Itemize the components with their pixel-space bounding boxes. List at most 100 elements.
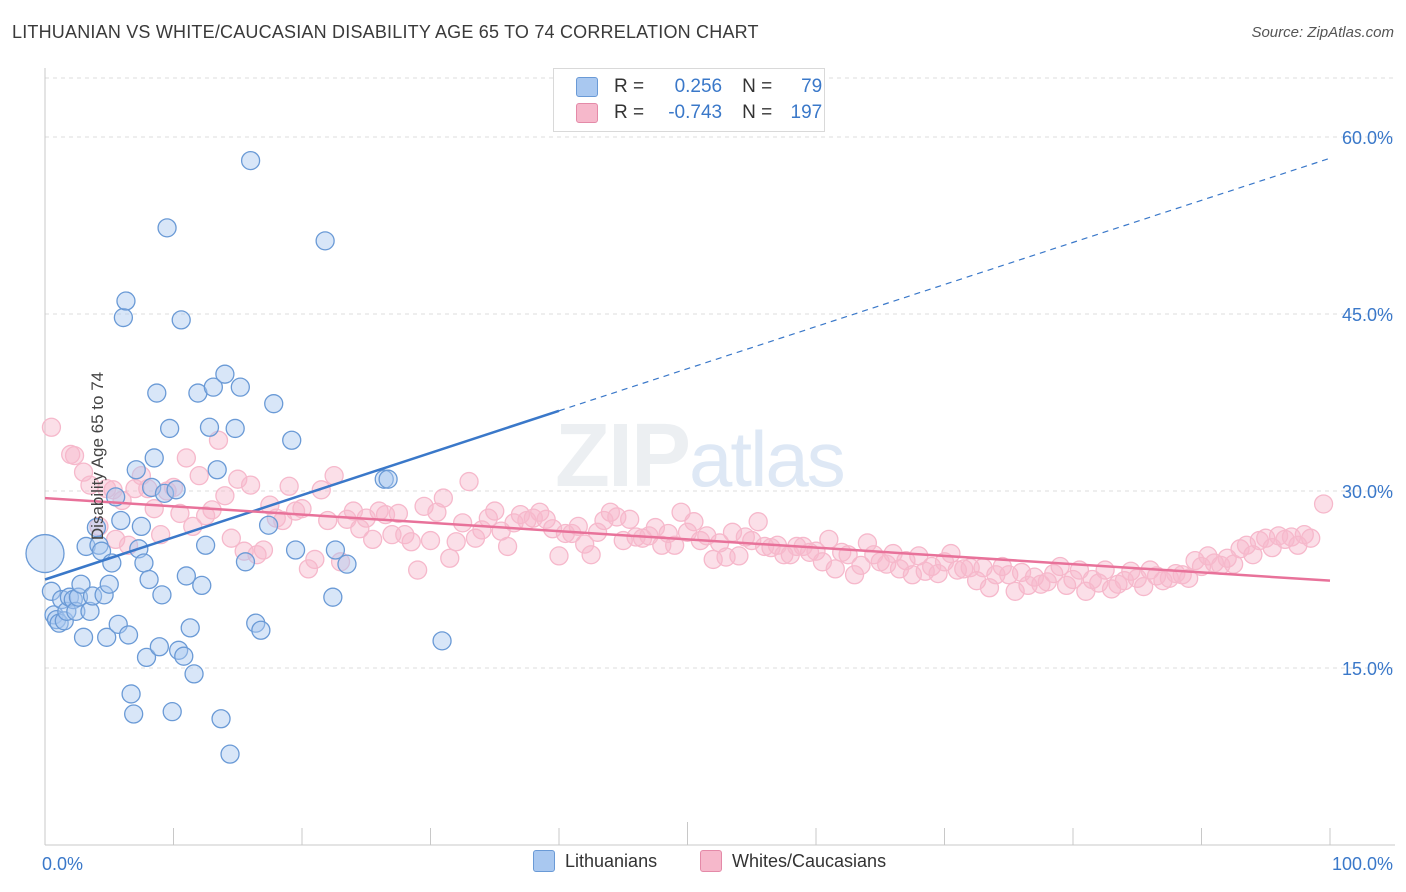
correlation-legend: R = 0.256 N = 79 R = -0.743 N = 197 — [553, 68, 825, 132]
point-lithuanians — [131, 516, 152, 537]
point-whites — [440, 548, 460, 568]
point-whites — [305, 549, 325, 570]
point-lithuanians — [323, 587, 343, 607]
point-lithuanians — [199, 417, 220, 437]
point-lithuanians — [71, 574, 91, 594]
point-lithuanians — [66, 601, 86, 622]
point-lithuanians — [147, 383, 167, 403]
point-lithuanians — [168, 640, 189, 660]
point-whites — [665, 535, 685, 555]
x-tick-label: 0.0% — [42, 854, 83, 874]
point-lithuanians — [192, 575, 212, 596]
point-whites — [1063, 569, 1083, 590]
point-whites — [221, 528, 241, 548]
y-tick-label: 45.0% — [1342, 305, 1393, 325]
bottom-legend-swatch-blue — [533, 850, 555, 872]
point-lithuanians — [111, 510, 131, 531]
bottom-legend-swatch-pink — [700, 850, 722, 872]
point-lithuanians — [157, 218, 177, 238]
point-lithuanians — [215, 364, 235, 384]
point-whites — [64, 445, 85, 466]
point-lithuanians — [152, 585, 172, 605]
point-whites — [1134, 576, 1154, 597]
point-lithuanians — [134, 553, 154, 573]
point-whites — [452, 513, 473, 533]
trendline-lithuanians-projection — [558, 157, 1331, 412]
point-whites — [1313, 494, 1334, 514]
point-whites — [941, 543, 961, 564]
point-lithuanians — [282, 430, 302, 450]
point-whites — [253, 540, 274, 560]
y-tick-label: 60.0% — [1342, 128, 1393, 148]
legend-n-label: N = — [742, 102, 773, 123]
trendline-lithuanians — [44, 409, 560, 581]
point-whites — [279, 476, 299, 496]
legend-swatch-pink — [576, 103, 598, 123]
point-whites — [427, 502, 447, 522]
point-whites — [575, 534, 595, 554]
point-lithuanians — [116, 291, 136, 311]
y-axis-label: Disability Age 65 to 74 — [88, 371, 108, 541]
legend-swatch-blue — [576, 77, 598, 97]
point-lithuanians — [195, 535, 216, 555]
point-lithuanians — [432, 631, 452, 651]
point-lithuanians — [315, 231, 335, 251]
legend-r-label: R = — [614, 76, 645, 97]
point-lithuanians — [80, 601, 100, 622]
zipatlas-watermark: ZIPatlas — [555, 405, 846, 508]
point-lithuanians — [207, 460, 227, 480]
point-lithuanians — [240, 150, 261, 171]
watermark-atlas: atlas — [689, 415, 846, 503]
point-whites — [825, 559, 845, 579]
point-whites — [363, 529, 383, 550]
point-lithuanians — [251, 620, 271, 640]
point-lithuanians — [99, 574, 119, 594]
trendline-whites — [44, 496, 1331, 582]
point-whites — [1243, 545, 1263, 565]
point-lithuanians — [325, 540, 346, 560]
point-lithuanians — [118, 625, 139, 645]
point-whites — [1179, 568, 1199, 588]
point-whites — [350, 519, 370, 539]
point-lithuanians — [149, 637, 170, 657]
point-whites — [844, 565, 865, 585]
point-lithuanians — [174, 646, 194, 666]
point-whites — [671, 502, 691, 522]
point-whites — [388, 503, 409, 524]
point-lithuanians — [139, 569, 159, 590]
point-whites — [215, 486, 235, 506]
y-tick-label: 15.0% — [1342, 659, 1393, 679]
point-whites — [401, 532, 421, 552]
point-lithuanians — [203, 377, 223, 397]
legend-row-whites: R = -0.743 N = 197 — [576, 101, 822, 125]
point-lithuanians — [41, 581, 62, 601]
point-whites — [620, 509, 640, 529]
point-lithuanians — [211, 709, 231, 729]
point-whites — [144, 499, 164, 519]
legend-r-value: 0.256 — [674, 76, 723, 97]
point-whites — [729, 546, 749, 566]
point-whites — [954, 559, 974, 579]
point-whites — [485, 501, 505, 521]
point-whites — [41, 417, 62, 437]
legend-row-lithuanians: R = 0.256 N = 79 — [576, 75, 822, 99]
point-whites — [581, 545, 601, 565]
point-lithuanians — [235, 552, 256, 572]
legend-r-label: R = — [614, 102, 645, 123]
point-whites — [298, 559, 319, 579]
y-tick-label: 30.0% — [1342, 482, 1393, 502]
legend-n-value: 79 — [801, 76, 823, 97]
point-whites — [497, 536, 518, 557]
point-lithuanians — [285, 540, 306, 560]
point-whites — [420, 530, 441, 551]
point-whites — [1301, 528, 1321, 548]
point-whites — [446, 532, 466, 552]
point-lithuanians — [166, 480, 186, 500]
bottom-legend-label: Lithuanians — [565, 850, 658, 871]
point-lithuanians — [154, 483, 175, 504]
legend-r-value: -0.743 — [668, 102, 723, 123]
point-whites — [684, 512, 704, 532]
point-whites — [1095, 560, 1115, 580]
point-lithuanians — [136, 647, 157, 668]
